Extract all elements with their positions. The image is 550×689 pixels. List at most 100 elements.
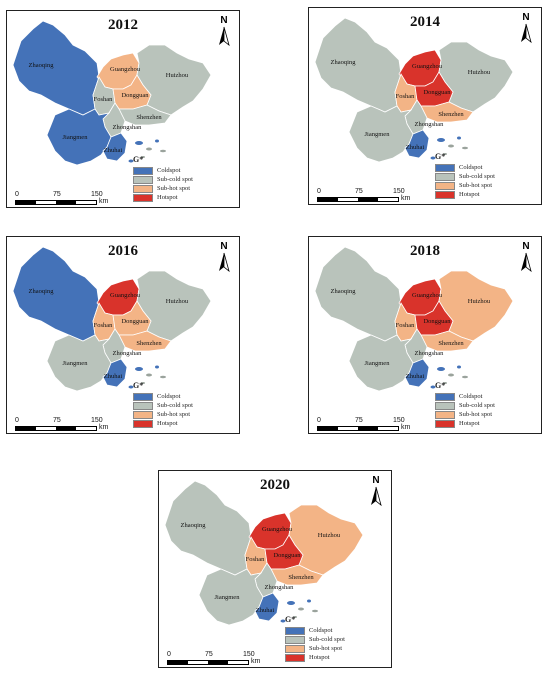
island xyxy=(443,382,447,384)
region-shenzhen xyxy=(270,564,324,586)
legend-swatch xyxy=(435,172,455,181)
scale-tick-label: 0 xyxy=(167,651,171,658)
legend-swatch xyxy=(435,410,455,419)
map-svg: Zhaoqing Guangzhou Huizhou Foshan Dongguan Sh… xyxy=(314,17,514,163)
scale-segment xyxy=(16,427,36,430)
north-arrow: N xyxy=(215,241,233,273)
scale-segment xyxy=(168,661,188,664)
city-label-shenzhen: Shenzhen xyxy=(136,340,162,347)
legend-label: Sub-hot spot xyxy=(309,645,343,652)
region-zhuhai xyxy=(404,129,430,159)
city-label-jiangmen: Jiangmen xyxy=(63,360,89,367)
legend-swatch xyxy=(133,419,153,428)
north-arrow-icon xyxy=(521,23,532,44)
city-label-huizhou: Huizhou xyxy=(318,532,341,539)
map-year-title: 2018 xyxy=(410,243,440,259)
scale-bar: 0 75 150 km xyxy=(15,191,125,205)
legend-swatch xyxy=(435,419,455,428)
city-label-huizhou: Huizhou xyxy=(166,298,189,305)
region-zhaoqing xyxy=(314,246,402,342)
legend-item: Sub-hot spot xyxy=(133,184,193,193)
legend-item: Sub-hot spot xyxy=(285,644,345,653)
legend-label: Sub-cold spot xyxy=(459,402,495,409)
region-zhuhai xyxy=(254,592,280,622)
island xyxy=(146,147,152,151)
north-arrow-left-half xyxy=(371,487,376,505)
region-huizhou xyxy=(288,504,364,576)
legend-label: Coldspot xyxy=(157,393,181,400)
city-label-jiangmen: Jiangmen xyxy=(365,360,391,367)
legend-label: Sub-hot spot xyxy=(459,411,493,418)
city-label-jiangmen: Jiangmen xyxy=(215,594,241,601)
north-arrow-right-half xyxy=(223,26,230,47)
city-label-zhuhai: Zhuhai xyxy=(104,373,123,380)
city-label-zhuhai: Zhuhai xyxy=(406,144,425,151)
region-zhaoqing xyxy=(12,20,100,116)
north-arrow: N xyxy=(367,475,385,507)
city-label-shenzhen: Shenzhen xyxy=(438,340,464,347)
legend: G* Coldspot Sub-cold spot Sub-hot spot Hotsp… xyxy=(435,381,495,428)
scale-segment xyxy=(338,198,358,201)
city-label-jiangmen: Jiangmen xyxy=(63,134,89,141)
map-svg: Zhaoqing Guangzhou Huizhou Foshan Dongguan Sh… xyxy=(164,480,364,626)
scale-segment xyxy=(56,201,76,204)
north-arrow-left-half xyxy=(219,253,224,271)
map-panel-2016: Zhaoqing Guangzhou Huizhou Foshan Dongguan Sh… xyxy=(6,236,240,434)
island xyxy=(128,159,134,163)
region-huizhou xyxy=(136,44,212,116)
legend-swatch xyxy=(133,184,153,193)
island xyxy=(141,382,145,384)
legend-swatch xyxy=(435,181,455,190)
map-year-title: 2020 xyxy=(260,477,290,493)
city-label-dongguan: Dongguan xyxy=(423,89,451,96)
legend-swatch xyxy=(285,644,305,653)
region-zhuhai xyxy=(102,132,128,162)
scale-segment xyxy=(228,661,248,664)
city-label-zhuhai: Zhuhai xyxy=(406,373,425,380)
scale-bar: 0 75 150 km xyxy=(317,417,427,431)
island xyxy=(312,609,318,613)
map-year-title: 2012 xyxy=(108,17,138,33)
north-arrow-right-half xyxy=(525,23,532,44)
legend-item: Coldspot xyxy=(133,392,193,401)
scale-segment xyxy=(378,427,398,430)
north-label: N xyxy=(220,15,228,26)
island xyxy=(448,373,454,377)
scale-segment xyxy=(16,201,36,204)
legend-item: Coldspot xyxy=(435,163,495,172)
legend-label: Coldspot xyxy=(157,167,181,174)
island xyxy=(135,141,143,145)
island xyxy=(293,616,297,618)
legend-title: G* xyxy=(435,152,446,161)
scale-segment xyxy=(36,201,56,204)
scale-tick-label: 150 xyxy=(91,417,103,424)
north-label: N xyxy=(220,241,228,252)
map-panel-2018: Zhaoqing Guangzhou Huizhou Foshan Dongguan Sh… xyxy=(308,236,542,434)
island xyxy=(128,385,134,389)
island xyxy=(298,607,304,611)
scale-segment xyxy=(36,427,56,430)
island xyxy=(430,385,436,389)
legend-swatch xyxy=(133,175,153,184)
city-label-huizhou: Huizhou xyxy=(166,72,189,79)
city-label-zhaoqing: Zhaoqing xyxy=(29,62,55,69)
map-panel-2020: Zhaoqing Guangzhou Huizhou Foshan Dongguan Sh… xyxy=(158,470,392,668)
north-arrow-icon xyxy=(219,26,230,47)
scale-bar: 0 75 150 km xyxy=(317,188,427,202)
north-arrow-right-half xyxy=(525,252,532,273)
legend-label: Hotspot xyxy=(157,420,178,427)
legend-item: Sub-cold spot xyxy=(285,635,345,644)
scale-segment xyxy=(76,427,96,430)
scale-bar: 0 75 150 km xyxy=(15,417,125,431)
legend-label: Sub-hot spot xyxy=(157,185,191,192)
scale-tick-label: 75 xyxy=(355,417,363,424)
city-label-guangzhou: Guangzhou xyxy=(412,63,443,70)
north-arrow: N xyxy=(517,12,535,44)
legend-item: Sub-cold spot xyxy=(435,401,495,410)
map-panel-2014: Zhaoqing Guangzhou Huizhou Foshan Dongguan Sh… xyxy=(308,7,542,205)
map-year-title: 2014 xyxy=(410,14,440,30)
north-label: N xyxy=(372,475,380,486)
legend-swatch xyxy=(285,626,305,635)
legend-item: Hotspot xyxy=(285,653,345,662)
city-label-zhongshan: Zhongshan xyxy=(415,350,445,357)
